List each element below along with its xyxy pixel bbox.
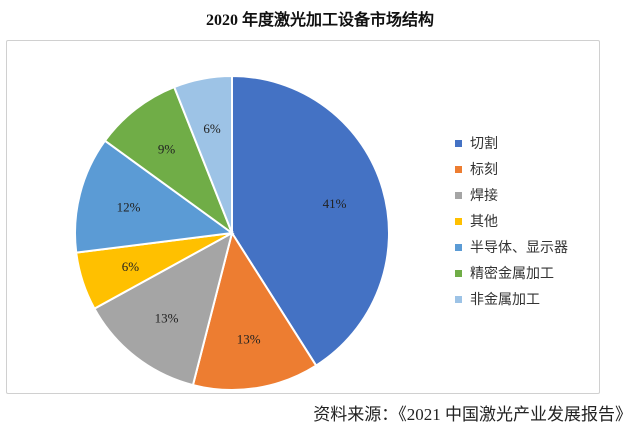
data-label: 9% [158, 142, 176, 157]
chart-title: 2020 年度激光加工设备市场结构 [205, 12, 434, 29]
data-label: 13% [155, 310, 179, 325]
pie-slice-1 [191, 230, 318, 391]
data-label: 13% [237, 331, 261, 346]
data-label: 41% [323, 196, 347, 211]
legend-swatch [455, 165, 462, 173]
chart-frame [6, 40, 600, 394]
legend-label: 标刻 [470, 162, 498, 178]
legend-label: 半导体、显示器 [470, 240, 568, 256]
legend-label: 其他 [470, 214, 498, 230]
legend-label: 切割 [470, 136, 498, 152]
legend: 切割标刻焊接其他半导体、显示器 精密金属加工 非金属加工 [455, 130, 568, 312]
legend-swatch [455, 217, 462, 225]
legend-swatch [455, 191, 462, 199]
data-label: 6% [203, 121, 221, 136]
legend-label: 非金属加工 [470, 292, 540, 308]
legend-swatch [455, 139, 462, 147]
legend-item: 标刻 [455, 156, 568, 182]
legend-item: 焊接 [455, 182, 568, 208]
legend-swatch [455, 243, 462, 251]
legend-item: 其他 [455, 208, 568, 234]
legend-swatch [455, 295, 462, 303]
pie-slice-5 [103, 85, 235, 236]
legend-swatch [455, 269, 462, 277]
legend-item: 切割 [455, 130, 568, 156]
pie-slice-4 [74, 139, 235, 254]
pie-slice-6 [172, 74, 233, 234]
source-note: 资料来源：《2021 中国激光产业发展报告》 [313, 405, 632, 424]
data-label: 6% [122, 259, 140, 274]
legend-label: 焊接 [470, 188, 498, 204]
legend-item: 精密金属加工 [455, 260, 568, 286]
legend-item: 非金属加工 [455, 286, 568, 312]
pie-slice-2 [93, 231, 234, 387]
data-label: 12% [117, 199, 141, 214]
legend-item: 半导体、显示器 [455, 234, 568, 260]
legend-label: 精密金属加工 [470, 266, 554, 282]
